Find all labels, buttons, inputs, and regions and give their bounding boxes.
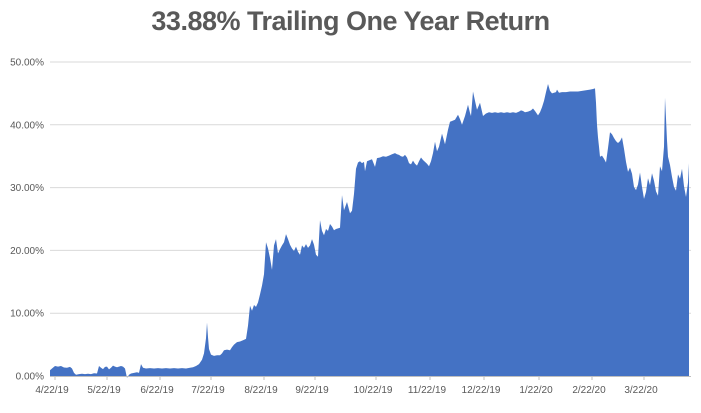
x-tick-label: 1/22/20 bbox=[519, 385, 553, 396]
y-tick-label: 10.00% bbox=[10, 309, 44, 320]
y-tick-label: 40.00% bbox=[10, 120, 44, 131]
x-tick-label: 6/22/19 bbox=[140, 385, 174, 396]
x-tick-label: 11/22/19 bbox=[408, 385, 447, 396]
chart-title: 33.88% Trailing One Year Return bbox=[151, 6, 550, 36]
x-tick-label: 10/22/19 bbox=[354, 385, 393, 396]
x-axis bbox=[50, 376, 691, 380]
x-tick-label: 2/22/20 bbox=[572, 385, 606, 396]
x-tick-label: 8/22/19 bbox=[244, 385, 278, 396]
x-tick-label: 5/22/19 bbox=[87, 385, 121, 396]
area-series bbox=[50, 84, 689, 378]
y-tick-labels: 0.00% 10.00% 20.00% 30.00% 40.00% 50.00% bbox=[10, 58, 44, 383]
y-tick-label: 50.00% bbox=[10, 58, 44, 69]
x-tick-label: 4/22/19 bbox=[35, 385, 69, 396]
y-tick-label: 0.00% bbox=[16, 372, 44, 383]
x-tick-label: 7/22/19 bbox=[191, 385, 225, 396]
y-tick-label: 30.00% bbox=[10, 183, 44, 194]
x-tick-label: 9/22/19 bbox=[295, 385, 329, 396]
y-tick-label: 20.00% bbox=[10, 246, 44, 257]
x-tick-label: 12/22/19 bbox=[462, 385, 501, 396]
x-tick-label: 3/22/20 bbox=[624, 385, 658, 396]
x-tick-labels: 4/22/19 5/22/19 6/22/19 7/22/19 8/22/19 9/22/… bbox=[35, 385, 658, 396]
